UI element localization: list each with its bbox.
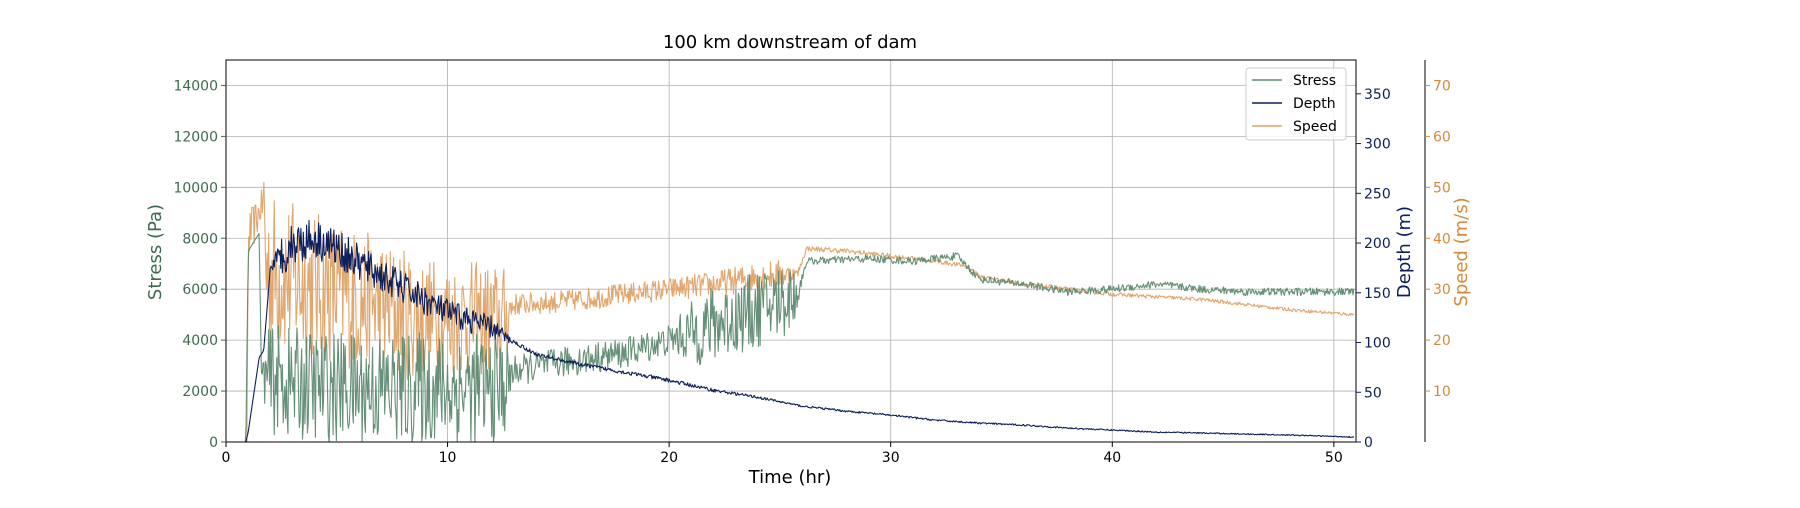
depth-tick-label: 100 [1364,336,1391,352]
depth-tick-label: 350 [1364,87,1391,103]
grid-layer [225,60,1356,443]
x-tick-label: 10 [439,450,457,466]
stress-tick-label: 8000 [182,231,218,247]
legend-frame [1245,67,1347,141]
stress-axis-label: Stress (Pa) [145,204,166,300]
x-tick-label: 20 [660,450,678,466]
speed-tick-label: 60 [1433,129,1451,145]
series-layer [226,181,1355,443]
speed-tick-label: 70 [1433,78,1451,94]
x-tick-label: 40 [1103,450,1121,466]
series-line-depth [226,219,1355,443]
depth-tick-label: 50 [1364,385,1382,401]
depth-tick-label: 250 [1364,186,1391,202]
stress-tick-label: 2000 [182,384,218,400]
depth-tick-label: 150 [1364,286,1391,302]
chart-title: 100 km downstream of dam [663,32,917,53]
series-line-stress [226,232,1355,443]
legend-label-depth: Depth [1293,96,1336,112]
speed-axis-label: Speed (m/s) [1451,197,1472,306]
axes-layer: 0 10 20 30 40 5002000400060008000100001200014… [173,59,1451,466]
speed-tick-label: 50 [1433,180,1451,196]
depth-axis-label: Depth (m) [1394,206,1415,298]
stress-tick-label: 4000 [182,333,218,349]
legend-label-speed: Speed [1293,119,1337,135]
depth-tick-label: 300 [1364,137,1391,153]
legend-label-stress: Stress [1293,73,1336,89]
depth-tick-label: 200 [1364,236,1391,252]
stress-tick-label: 0 [209,435,218,451]
speed-tick-label: 30 [1433,282,1451,298]
stress-tick-label: 14000 [173,78,218,94]
x-tick-label: 50 [1325,450,1343,466]
speed-tick-label: 10 [1433,384,1451,400]
speed-tick-label: 40 [1433,231,1451,247]
stress-tick-label: 6000 [182,282,218,298]
x-axis-label: Time (hr) [748,467,832,488]
legend: Stress Depth Speed [1245,67,1347,141]
depth-tick-label: 0 [1364,435,1373,451]
speed-tick-label: 20 [1433,333,1451,349]
x-tick-label: 30 [882,450,900,466]
plot-frame [225,59,1357,443]
stress-tick-label: 12000 [173,129,218,145]
x-tick-label: 0 [222,450,231,466]
stress-tick-label: 10000 [173,180,218,196]
